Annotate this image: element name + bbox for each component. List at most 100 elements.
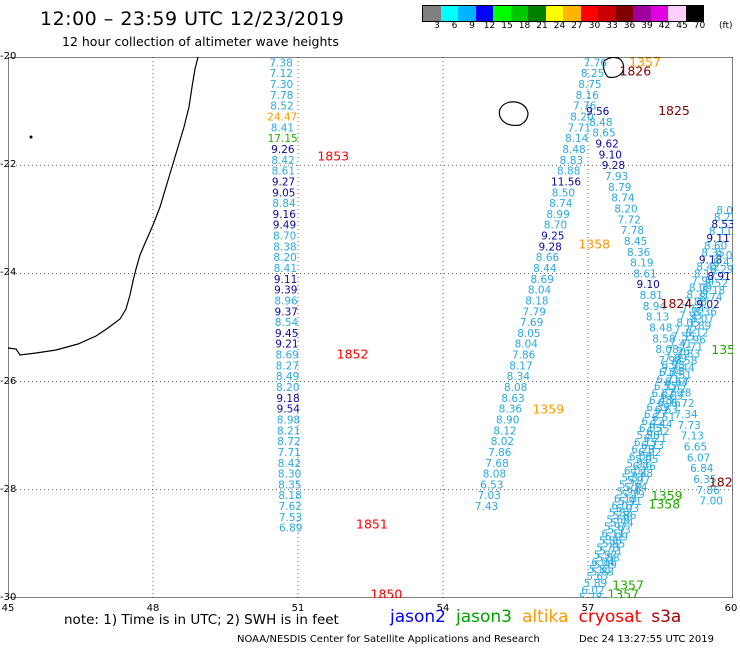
wave-height-value: 7.93 xyxy=(679,311,702,323)
wave-height-value: 6.39 xyxy=(646,402,669,414)
wave-height-value: 6.07 xyxy=(687,452,710,464)
legend-tick-label: 70 xyxy=(693,21,706,31)
legend-tick-label: 21 xyxy=(536,21,548,31)
wave-height-value: 5.71 xyxy=(599,545,622,557)
wave-height-value: 6.12 xyxy=(641,416,664,428)
wave-height-value: 7.83 xyxy=(677,348,700,360)
wave-height-value: 6.63 xyxy=(655,405,678,417)
wave-height-value: 7.55 xyxy=(671,332,694,344)
pass-time-labels: 1853185218511850135718261825135813591824… xyxy=(317,57,733,598)
wave-height-value: 7.12 xyxy=(270,68,293,80)
satellite-name-cryosat: cryosat xyxy=(578,607,642,627)
wave-height-value: 7.58 xyxy=(674,356,697,368)
wave-height-value: 7.86 xyxy=(488,447,512,459)
wave-height-value: 5.67 xyxy=(586,571,609,583)
legend-swatch-4 xyxy=(493,6,511,21)
wave-height-value: 8.98 xyxy=(277,414,300,426)
mauritius-island xyxy=(602,57,625,79)
latitude-label: -20 xyxy=(0,51,17,62)
wave-height-value: 8.04 xyxy=(515,339,539,351)
legend-swatch-3 xyxy=(475,6,493,21)
wave-height-value: 8.05 xyxy=(676,318,699,330)
wave-height-value: 8.18 xyxy=(525,295,548,307)
wave-height-value: 7.78 xyxy=(621,225,644,237)
wave-height-value: 6.71 xyxy=(656,374,679,386)
pass-time-label: 1359 xyxy=(651,488,683,503)
legend-tick-label: 3 xyxy=(434,21,440,31)
wave-height-value: 5.88 xyxy=(596,552,619,564)
wave-height-value: 5.93 xyxy=(607,524,630,536)
satellite-name-s3a: s3a xyxy=(651,607,682,627)
wave-height-value: 8.53 xyxy=(711,219,733,231)
wave-height-value: 9.56 xyxy=(586,106,610,118)
legend-swatch-8 xyxy=(563,6,581,21)
wave-height-value: 9.11 xyxy=(706,233,729,245)
wave-height-value: 5.85 xyxy=(602,538,625,550)
footer-credit: NOAA/NESDIS Center for Satellite Applica… xyxy=(237,634,540,645)
wave-height-value: 9.25 xyxy=(541,231,564,243)
wave-height-value: 8.05 xyxy=(517,328,540,340)
wave-height-value: 7.94 xyxy=(691,275,715,287)
pass-time-label: 1852 xyxy=(337,346,369,361)
wave-height-value: 8.21 xyxy=(277,425,300,437)
wave-height-value: 8.27 xyxy=(276,360,299,372)
wave-height-value: 5.92 xyxy=(594,550,617,562)
wave-height-value: 5.73 xyxy=(596,543,619,555)
altimeter-tracks: 7.387.127.307.788.5224.478.4117.159.268.… xyxy=(267,57,733,598)
wave-height-value: 7.76 xyxy=(573,101,597,113)
coastline xyxy=(8,57,625,356)
wave-height-value: 9.26 xyxy=(271,144,295,156)
wave-height-value: 9.39 xyxy=(274,285,297,297)
wave-height-value: 7.53 xyxy=(279,512,302,524)
wave-height-value: 8.36 xyxy=(627,247,651,259)
wave-height-value: 6.53 xyxy=(480,479,503,491)
wave-height-value: 8.16 xyxy=(576,90,600,102)
wave-height-value: 8.74 xyxy=(549,198,573,210)
longitude-label: 60 xyxy=(724,603,738,614)
legend-swatch-6 xyxy=(528,6,546,21)
wave-height-value: 7.26 xyxy=(666,346,690,358)
wave-height-value: 8.17 xyxy=(694,268,717,280)
wave-height-value: 6.89 xyxy=(660,391,683,403)
satellite-name-jason3: jason3 xyxy=(456,607,512,627)
wave-height-value: 8.91 xyxy=(707,271,730,283)
wave-height-value: 6.76 xyxy=(657,398,681,410)
wave-height-value: 6.27 xyxy=(644,409,667,421)
legend-swatch-2 xyxy=(458,6,476,21)
wave-height-value: 8.04 xyxy=(528,285,552,297)
wave-height-value: 6.84 xyxy=(690,463,714,475)
longitude-label: 45 xyxy=(1,603,15,614)
wave-height-value: 6.48 xyxy=(649,395,672,407)
wave-height-value: 6.07 xyxy=(611,500,634,512)
wave-height-value: 8.69 xyxy=(275,350,298,362)
wave-height-value: 6.15 xyxy=(634,437,657,449)
wave-height-value: 8.54 xyxy=(275,317,299,329)
wave-height-value: 8.11 xyxy=(709,226,732,238)
wave-height-value: 8.19 xyxy=(630,258,653,270)
wave-height-map: 7.387.127.307.788.5224.478.4117.159.268.… xyxy=(8,57,733,598)
wave-height-value: 7.30 xyxy=(270,79,293,91)
pass-time-label: 1853 xyxy=(317,148,349,163)
wave-height-value: 8.13 xyxy=(646,312,669,324)
wave-height-value: 7.76 xyxy=(584,57,608,69)
legend-tick-label: 45 xyxy=(676,21,688,31)
wave-height-value: 5.78 xyxy=(579,592,602,598)
wave-height-value: 9.02 xyxy=(696,299,719,311)
map-graticule xyxy=(8,57,733,598)
wave-height-value: 5.97 xyxy=(604,522,627,534)
wave-height-value: 8.34 xyxy=(507,371,531,383)
wave-height-value: 7.68 xyxy=(485,458,508,470)
wave-height-value: 5.98 xyxy=(636,430,659,442)
wave-height-value: 8.36 xyxy=(499,404,523,416)
wave-height-value: 8.61 xyxy=(272,166,295,178)
satellite-name-altika: altika xyxy=(522,607,569,627)
wave-height-value: 6.04 xyxy=(591,557,615,569)
wave-height-value: 8.70 xyxy=(544,220,567,232)
legend-swatch-14 xyxy=(668,6,686,21)
wave-height-value: 7.71 xyxy=(680,341,703,353)
wave-height-value: 6.05 xyxy=(639,423,662,435)
wave-height-value: 8.74 xyxy=(699,292,723,304)
latitude-label: -28 xyxy=(0,483,17,495)
legend-tick-label: 18 xyxy=(518,21,531,31)
wave-height-value: 9.05 xyxy=(272,187,295,199)
